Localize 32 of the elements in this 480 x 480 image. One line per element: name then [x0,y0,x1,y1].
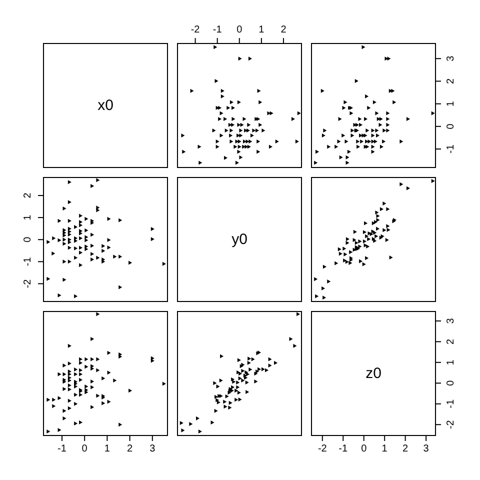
x-tick-label: -2 [318,444,328,455]
x-tick-label: 2 [402,444,409,455]
y-tick-label: 1 [446,100,457,107]
y-tick-label: 2 [446,78,457,84]
x-tick-label: 0 [82,444,88,455]
x-tick-label: 0 [236,24,243,36]
y-tick-label: 2 [446,338,457,344]
x-tick-label: 1 [382,444,388,455]
x-tick-label: 1 [104,444,110,455]
x-tick-label: 1 [258,24,265,36]
y-tick-label: -1 [446,398,457,408]
y-tick-label: 1 [22,214,34,220]
y-tick-label: 1 [446,359,457,366]
y-tick-label: 0 [22,236,34,242]
x-tick-label: -1 [338,444,348,455]
y-tick-label: 0 [446,123,457,130]
x-tick-label: -1 [58,444,67,455]
x-tick-label: 3 [150,444,156,455]
y-tick-label: 2 [22,192,34,198]
y-tick-label: 3 [446,318,457,324]
y-tick-label: -2 [22,278,34,288]
y-tick-label: 3 [446,55,457,62]
y-tick-label: 0 [446,380,457,386]
x-tick-label: 2 [127,444,134,455]
y-tick-label: -1 [22,256,34,266]
x-tick-label: -1 [212,24,222,36]
x-tick-label: 3 [423,444,430,455]
y-tick-label: -2 [446,420,457,430]
x-tick-label: 2 [280,24,287,36]
x-tick-label: -2 [190,24,200,36]
y-tick-label: -1 [446,144,457,154]
x-tick-label: 0 [361,444,368,455]
